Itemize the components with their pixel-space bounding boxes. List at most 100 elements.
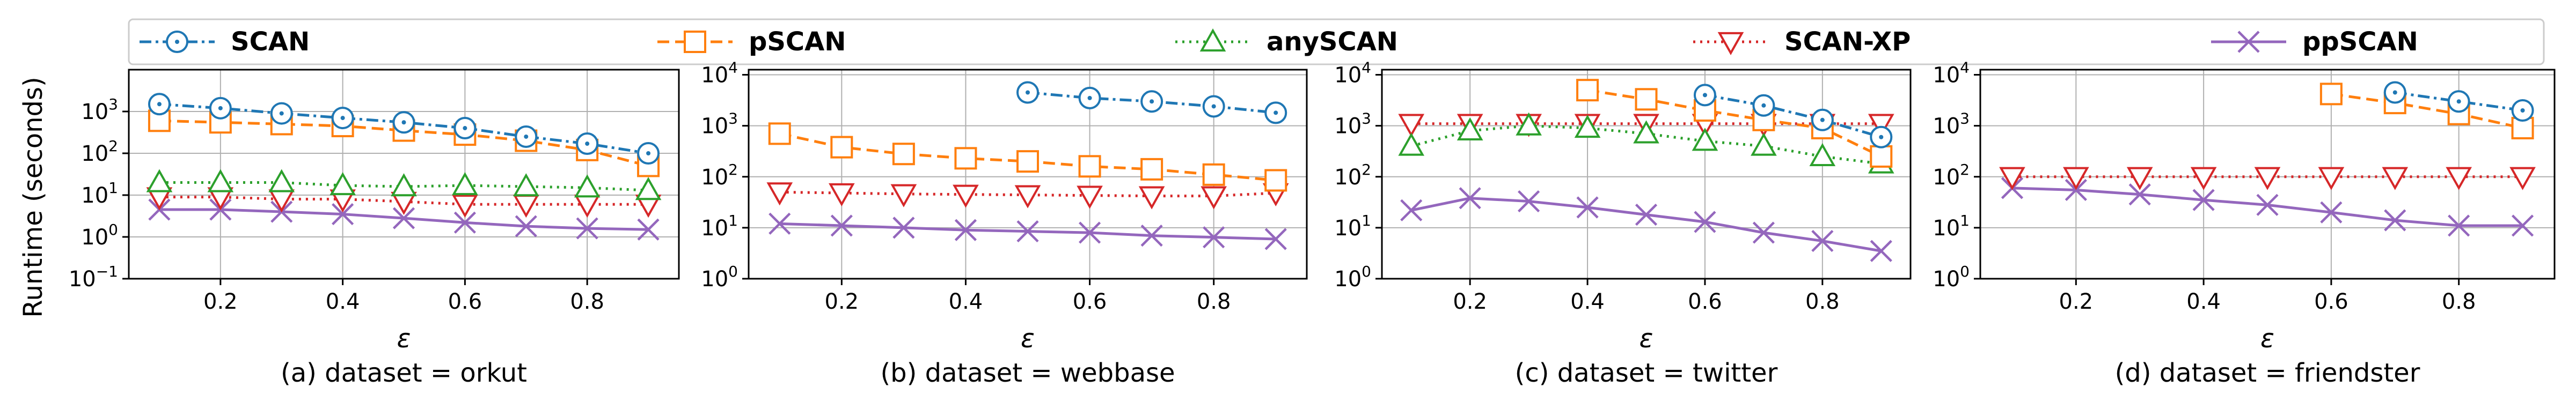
plot-frame xyxy=(1381,69,1912,280)
data-point-ppscan xyxy=(892,217,915,239)
data-point-ppscan-stroke-b xyxy=(2448,214,2470,237)
data-point-ppscan-stroke-b xyxy=(1811,229,1834,252)
plot-frame xyxy=(128,69,680,280)
x-tick-label: 0.6 xyxy=(1073,289,1107,314)
data-point-anyscan xyxy=(1516,112,1542,136)
data-point-scan-xp xyxy=(2509,167,2536,190)
legend-swatch-marker-ppscan-stroke-b xyxy=(2237,31,2260,53)
data-point-ppscan-stroke-b xyxy=(1635,204,1658,226)
data-point-ppscan-stroke-b xyxy=(332,203,354,226)
data-point-ppscan xyxy=(830,214,853,237)
y-tick-label: 101 xyxy=(701,212,738,241)
y-tick-label: 102 xyxy=(1933,161,1970,190)
series-line-scan xyxy=(1704,93,1882,139)
data-point-scan-center xyxy=(1274,110,1278,115)
data-point-pscan xyxy=(1078,155,1101,178)
data-point-ppscan-stroke-b xyxy=(1203,226,1225,249)
data-point-ppscan-stroke-b xyxy=(1140,225,1163,247)
data-point-ppscan xyxy=(1870,240,1892,262)
data-point-ppscan xyxy=(392,207,415,229)
data-point-ppscan-stroke-b xyxy=(1400,199,1423,221)
data-point-pscan xyxy=(148,109,171,132)
data-point-anyscan xyxy=(268,169,295,192)
data-point-pscan xyxy=(1140,158,1163,181)
series-ppscan-panel-3 xyxy=(1400,187,1892,262)
panel-caption: (c) dataset = twitter xyxy=(1515,358,1778,388)
data-point-pscan xyxy=(2319,83,2343,106)
data-point-scan-center xyxy=(2456,99,2461,104)
plot-frame xyxy=(748,69,1308,280)
y-axis-label: Runtime (seconds) xyxy=(18,77,48,317)
legend-entry-anyscan: anySCAN xyxy=(1175,27,1398,57)
legend-entry-ppscan: ppSCAN xyxy=(2211,27,2418,57)
series-line-pscan xyxy=(2331,92,2523,130)
x-tick-label: 0.2 xyxy=(203,289,238,314)
data-point-ppscan-stroke-b xyxy=(1016,220,1039,243)
data-point-ppscan xyxy=(2384,209,2406,232)
data-point-scan-xp xyxy=(2063,167,2089,190)
data-point-ppscan-stroke-b xyxy=(2128,183,2151,206)
data-point-ppscan-stroke-b xyxy=(2384,209,2406,232)
series-scan-xp-panel-2 xyxy=(766,182,1289,210)
x-tick-label: 0.6 xyxy=(2314,289,2348,314)
x-tick-label: 0.2 xyxy=(2059,289,2094,314)
y-tick-label: 100 xyxy=(81,221,118,250)
legend: SCAN pSCAN anySCAN SCAN-XP ppSCAN xyxy=(128,18,2545,65)
data-point-scan-center xyxy=(401,120,406,125)
data-point-ppscan xyxy=(1576,196,1599,219)
y-tick-label: 101 xyxy=(81,179,118,208)
data-point-scan-xp xyxy=(1138,186,1165,210)
y-tick-label: 104 xyxy=(701,59,738,88)
data-point-ppscan xyxy=(1811,229,1834,252)
panel-3: 0.2 0.4 0.6 0.8 100 101 102 103 104 ε (c) dataset … xyxy=(1334,59,1912,388)
data-point-ppscan xyxy=(2448,214,2470,237)
data-point-scan-xp xyxy=(1398,114,1425,137)
data-point-pscan xyxy=(1264,169,1287,192)
data-point-ppscan xyxy=(1400,199,1423,221)
y-tick-label: 103 xyxy=(1933,110,1970,139)
data-point-scan-center xyxy=(218,106,223,110)
data-point-ppscan xyxy=(1203,226,1225,249)
data-point-ppscan xyxy=(1264,228,1287,250)
series-scan-panel-1 xyxy=(148,93,660,165)
x-tick-label: 0.6 xyxy=(448,289,482,314)
y-tick-label: 101 xyxy=(1933,212,1970,241)
data-point-ppscan xyxy=(2320,201,2343,224)
data-point-ppscan-stroke-b xyxy=(1576,196,1599,219)
data-point-ppscan-stroke-b xyxy=(2192,189,2215,211)
legend-label-pscan: pSCAN xyxy=(749,27,846,57)
x-tick-label: 0.4 xyxy=(1570,289,1605,314)
data-point-scan-center xyxy=(2392,90,2397,95)
data-point-ppscan-stroke-b xyxy=(1518,190,1540,213)
data-point-pscan xyxy=(1870,145,1893,168)
data-point-pscan xyxy=(830,136,853,159)
data-point-ppscan xyxy=(769,212,791,235)
data-point-scan-xp xyxy=(829,183,855,207)
x-tick-label: 0.4 xyxy=(949,289,983,314)
series-ppscan-panel-2 xyxy=(769,212,1287,250)
data-point-anyscan xyxy=(330,172,356,196)
data-point-pscan xyxy=(1576,79,1599,102)
data-point-scan-xp xyxy=(2446,167,2472,190)
data-point-scan-center xyxy=(463,126,467,131)
data-point-scan-xp xyxy=(1201,186,1227,210)
data-point-scan-xp xyxy=(1999,167,2025,190)
panel-caption: (a) dataset = orkut xyxy=(281,358,527,388)
y-tick-label: 103 xyxy=(81,95,118,124)
y-tick-label: 103 xyxy=(701,110,738,139)
series-line-pscan xyxy=(159,119,649,167)
y-tick-label: 102 xyxy=(1334,161,1371,190)
data-point-anyscan xyxy=(452,172,478,196)
y-tick-label: 102 xyxy=(81,137,118,166)
data-point-ppscan-stroke-b xyxy=(637,218,660,241)
data-point-scan-center xyxy=(646,151,651,155)
panel-2: 0.2 0.4 0.6 0.8 100 101 102 103 104 ε (b) dataset … xyxy=(701,59,1308,388)
data-point-scan-center xyxy=(1820,117,1825,122)
legend-label-ppscan: ppSCAN xyxy=(2302,27,2418,57)
data-point-scan-center xyxy=(1026,90,1030,95)
data-point-scan-xp xyxy=(2126,167,2153,190)
data-point-scan-xp xyxy=(2254,167,2281,190)
x-tick-label: 0.2 xyxy=(825,289,859,314)
legend-swatch-marker-scan-center xyxy=(175,40,179,44)
data-point-ppscan xyxy=(954,219,977,241)
